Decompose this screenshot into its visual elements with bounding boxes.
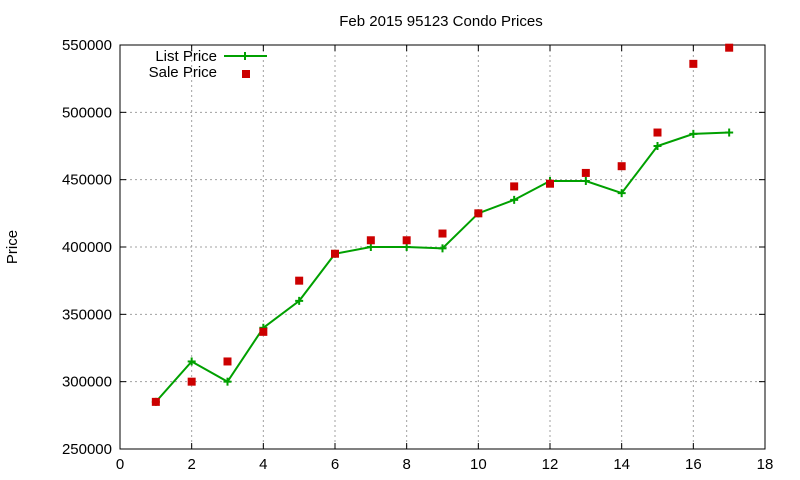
axis-ticks: 0 2 4 6 8 10 12 14 16 18 250000 300000 350000 400000 4…: [62, 37, 773, 473]
list-price-point: [581, 177, 590, 186]
list-price-point: [510, 195, 519, 204]
x-tick-label: 16: [685, 456, 702, 473]
y-tick-label: 300000: [62, 374, 112, 391]
sale-price-point: [725, 43, 734, 52]
x-tick-label: 10: [470, 456, 487, 473]
x-tick-label: 8: [402, 456, 410, 473]
sale-price-point: [331, 249, 339, 258]
legend-label: Sale Price: [149, 64, 217, 81]
list-price-point: [689, 129, 698, 138]
list-price-point: [438, 244, 447, 253]
y-tick-label: 550000: [62, 37, 112, 54]
sale-price-point: [617, 162, 626, 171]
y-axis-label: Price: [4, 230, 21, 264]
x-tick-label: 18: [757, 456, 774, 473]
x-tick-label: 6: [331, 456, 339, 473]
list-price-point: [725, 128, 734, 137]
sale-price-point: [259, 327, 268, 336]
y-tick-label: 350000: [62, 306, 112, 323]
list-price-point: [653, 142, 662, 150]
list-price-point: [402, 243, 411, 251]
list-price-line: [155, 131, 730, 403]
y-tick-label: 250000: [62, 441, 112, 458]
sale-price-point: [295, 276, 304, 285]
list-price-point: [366, 243, 375, 251]
y-tick-label: 450000: [62, 172, 112, 189]
x-tick-label: 0: [116, 456, 124, 473]
list-price-point: [295, 296, 304, 305]
sale-price-point: [546, 179, 554, 188]
y-tick-label: 500000: [62, 104, 112, 121]
x-tick-label: 12: [542, 456, 559, 473]
sale-price-point: [438, 229, 447, 238]
sale-price-point: [689, 59, 698, 68]
legend-label: List Price: [155, 48, 217, 65]
sale-price-point: [510, 182, 519, 191]
sale-price-point: [474, 209, 483, 218]
sale-price-point: [151, 397, 160, 406]
x-tick-label: 4: [259, 456, 267, 473]
x-tick-label: 14: [613, 456, 630, 473]
legend-swatch-marker: [242, 70, 250, 78]
legend-swatch-marker: [241, 52, 249, 60]
list-price-point: [187, 357, 196, 366]
sale-price-point: [402, 236, 411, 245]
sale-price-point: [366, 236, 375, 245]
list-price-point: [223, 377, 232, 386]
y-tick-label: 400000: [62, 239, 112, 256]
sale-price-point: [581, 168, 590, 177]
sale-price-point: [187, 377, 196, 386]
sale-price-point: [223, 357, 232, 366]
chart-title: Feb 2015 95123 Condo Prices: [339, 13, 542, 30]
data-series: [151, 43, 734, 406]
x-tick-label: 2: [187, 456, 195, 473]
list-price-point: [617, 189, 626, 198]
sale-price-point: [653, 128, 662, 137]
